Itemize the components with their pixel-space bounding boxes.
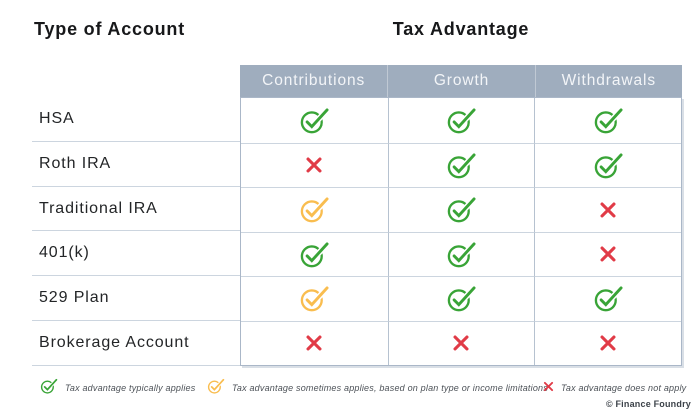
- page-title-tax-advantage: Tax Advantage: [392, 19, 530, 39]
- green-check-icon: [447, 285, 477, 312]
- green-check-icon: [447, 240, 477, 268]
- column-header-growth: Growth: [387, 65, 534, 97]
- x-mark-icon: [453, 335, 469, 351]
- column-header-row: Contributions Growth Withdrawals: [240, 65, 682, 97]
- green-check-icon: [40, 377, 59, 394]
- x-mark-icon: [600, 246, 616, 262]
- tax-cell: [387, 231, 535, 276]
- legend-item-does-not-apply: Tax advantage does not apply: [543, 379, 686, 397]
- tax-cell: [534, 142, 681, 187]
- tax-cell: [241, 98, 388, 143]
- green-check-icon: [300, 240, 330, 268]
- tax-cell: [241, 231, 388, 277]
- page-title-account-type: Type of Account: [34, 19, 185, 39]
- green-check-icon: [447, 106, 477, 134]
- legend-label: Tax advantage sometimes applies, based o…: [232, 383, 548, 393]
- amber-check-icon: [207, 377, 226, 394]
- green-check-icon: [447, 151, 477, 179]
- tax-cell: [534, 187, 681, 232]
- column-header-withdrawals: Withdrawals: [534, 65, 682, 97]
- x-mark-icon: [600, 335, 616, 351]
- green-check-icon: [594, 106, 624, 134]
- green-check-icon: [594, 285, 624, 312]
- tax-cell: [241, 187, 388, 232]
- account-label-traditional-ira: Traditional IRA: [32, 187, 240, 232]
- tax-cell: [534, 276, 681, 321]
- x-mark-icon: [543, 381, 554, 392]
- x-mark-icon: [600, 202, 616, 218]
- tax-cell: [241, 276, 388, 321]
- tax-cell: [241, 320, 388, 366]
- account-label-529-plan: 529 Plan: [32, 276, 240, 322]
- account-label-column: HSA Roth IRA Traditional IRA 401(k) 529 …: [32, 97, 240, 366]
- tax-cell: [387, 98, 535, 143]
- legend-label: Tax advantage does not apply: [561, 383, 687, 393]
- amber-check-icon: [300, 285, 330, 312]
- tax-cell: [534, 320, 681, 365]
- tax-cell: [534, 98, 681, 143]
- legend-item-typically-applies: Tax advantage typically applies: [40, 377, 196, 397]
- credit-text: © Finance Foundry: [605, 399, 691, 409]
- legend-item-sometimes-applies: Tax advantage sometimes applies, based o…: [207, 377, 548, 397]
- tax-cell: [387, 142, 535, 187]
- green-check-icon: [447, 196, 477, 223]
- legend-label: Tax advantage typically applies: [65, 383, 196, 393]
- tax-cell: [387, 187, 535, 232]
- x-mark-icon: [306, 157, 322, 173]
- tax-cell: [387, 276, 535, 321]
- tax-cell: [534, 231, 681, 276]
- tax-advantage-grid: [240, 97, 682, 366]
- amber-check-icon: [300, 196, 330, 223]
- account-label-hsa: HSA: [32, 97, 240, 142]
- account-label-brokerage: Brokerage Account: [32, 321, 240, 366]
- green-check-icon: [300, 106, 330, 134]
- x-mark-icon: [306, 335, 322, 351]
- tax-cell: [387, 320, 535, 365]
- tax-cell: [241, 142, 388, 188]
- account-label-401k: 401(k): [32, 231, 240, 277]
- account-label-roth-ira: Roth IRA: [32, 142, 240, 187]
- green-check-icon: [594, 151, 624, 179]
- column-header-contributions: Contributions: [262, 72, 366, 89]
